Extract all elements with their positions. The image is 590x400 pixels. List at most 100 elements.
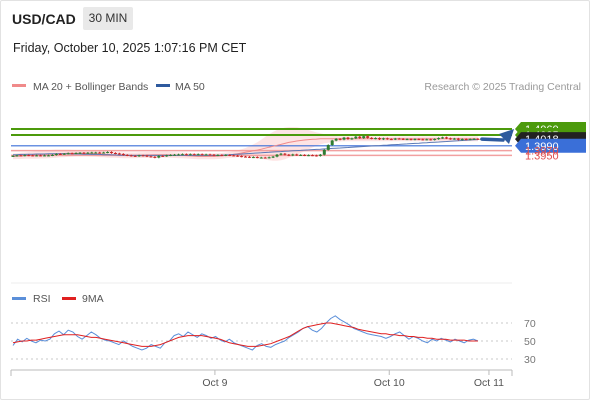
candle-body bbox=[50, 154, 54, 156]
candle-body bbox=[82, 152, 86, 154]
candle-body bbox=[212, 154, 216, 156]
candle-body bbox=[161, 155, 165, 157]
candle-body bbox=[133, 155, 137, 157]
legend-rsi-label: RSI bbox=[33, 293, 51, 305]
candle-body bbox=[228, 154, 232, 156]
candle-body bbox=[66, 153, 70, 155]
x-axis-label: Oct 10 bbox=[374, 377, 405, 389]
symbol-title: USD/CAD bbox=[12, 11, 76, 27]
candle-body bbox=[267, 157, 271, 159]
rsi-line bbox=[12, 315, 479, 351]
candle-body bbox=[224, 154, 228, 156]
candle-body bbox=[86, 152, 90, 154]
candle-body bbox=[271, 156, 275, 158]
candle-body bbox=[437, 138, 441, 140]
legend-ma50-swatch bbox=[156, 84, 170, 87]
legend-9ma-label: 9MA bbox=[82, 293, 104, 305]
candle-body bbox=[94, 152, 98, 154]
candle-body bbox=[441, 137, 445, 139]
candle-body bbox=[19, 155, 23, 157]
timestamp-label: Friday, October 10, 2025 1:07:16 PM CET bbox=[13, 41, 247, 55]
candle-body bbox=[310, 155, 314, 157]
candle-body bbox=[346, 137, 350, 140]
candle-body bbox=[448, 138, 452, 140]
candle-body bbox=[263, 157, 267, 159]
candle-body bbox=[405, 139, 409, 141]
candle-body bbox=[58, 153, 62, 155]
candle-body bbox=[240, 156, 244, 158]
candle-body bbox=[204, 154, 208, 156]
candle-body bbox=[46, 155, 50, 157]
candle-body bbox=[452, 138, 456, 140]
candle-body bbox=[192, 154, 196, 156]
candle-body bbox=[31, 155, 35, 157]
candle-body bbox=[354, 136, 358, 139]
rsi-ma-line bbox=[12, 322, 478, 347]
candle-body bbox=[370, 137, 374, 139]
candle-body bbox=[247, 156, 251, 158]
candle-body bbox=[255, 157, 259, 159]
candle-body bbox=[90, 152, 94, 154]
candle-body bbox=[433, 139, 437, 141]
candle-body bbox=[184, 154, 188, 156]
candle-body bbox=[377, 138, 381, 140]
candle-body bbox=[460, 139, 464, 141]
candle-body bbox=[173, 154, 177, 156]
timeframe-button[interactable]: 30 MIN bbox=[83, 7, 133, 30]
level-label: 1.3990 bbox=[525, 141, 559, 153]
level-tag-1-3990 bbox=[515, 138, 586, 153]
candle-body bbox=[299, 154, 303, 156]
candle-body bbox=[291, 154, 295, 156]
legend-rsi-swatch bbox=[12, 297, 26, 300]
projection-arrowhead bbox=[499, 129, 514, 144]
candle-body bbox=[74, 153, 78, 154]
candle-body bbox=[188, 154, 192, 156]
candle-body bbox=[98, 152, 102, 154]
candle-body bbox=[303, 154, 307, 156]
candle-body bbox=[232, 155, 236, 157]
candle-body bbox=[43, 155, 47, 157]
candle-body bbox=[27, 155, 31, 157]
candle-body bbox=[259, 157, 263, 159]
candle-body bbox=[472, 138, 476, 140]
candle-body bbox=[350, 138, 354, 140]
candle-body bbox=[409, 139, 413, 141]
rsi-tick-label: 70 bbox=[524, 318, 536, 330]
candle-body bbox=[145, 155, 149, 157]
level-label: 1.3970 bbox=[525, 146, 559, 158]
candle-body bbox=[358, 136, 362, 139]
candle-body bbox=[275, 154, 279, 157]
candle-body bbox=[244, 156, 247, 158]
candle-body bbox=[165, 155, 169, 157]
candle-body bbox=[342, 137, 346, 140]
candle-body bbox=[149, 156, 153, 158]
candle-body bbox=[220, 154, 224, 156]
candle-body bbox=[113, 153, 117, 154]
candle-body bbox=[366, 136, 370, 138]
candle-body bbox=[401, 138, 405, 140]
candle-body bbox=[137, 155, 141, 157]
candle-body bbox=[196, 154, 200, 156]
candle-body bbox=[236, 155, 240, 157]
candle-body bbox=[35, 155, 39, 157]
candle-body bbox=[429, 139, 433, 141]
legend-ma50-label: MA 50 bbox=[175, 81, 205, 93]
candle-body bbox=[338, 138, 342, 140]
candle-body bbox=[54, 153, 58, 155]
candle-body bbox=[106, 152, 110, 154]
credit-label: Research © 2025 Trading Central bbox=[424, 81, 581, 93]
candle-body bbox=[141, 155, 145, 157]
candle-body bbox=[425, 139, 429, 141]
candle-body bbox=[153, 156, 157, 158]
candle-body bbox=[421, 139, 425, 141]
level-label: 1.3950 bbox=[525, 150, 559, 162]
candle-body bbox=[70, 153, 74, 155]
candle-body bbox=[78, 152, 82, 154]
candle-body bbox=[468, 139, 472, 141]
candle-body bbox=[62, 153, 66, 155]
candle-body bbox=[381, 138, 385, 140]
candle-body bbox=[444, 137, 448, 139]
candle-body bbox=[318, 154, 322, 156]
candle-body bbox=[15, 155, 19, 157]
candle-body bbox=[129, 155, 133, 157]
